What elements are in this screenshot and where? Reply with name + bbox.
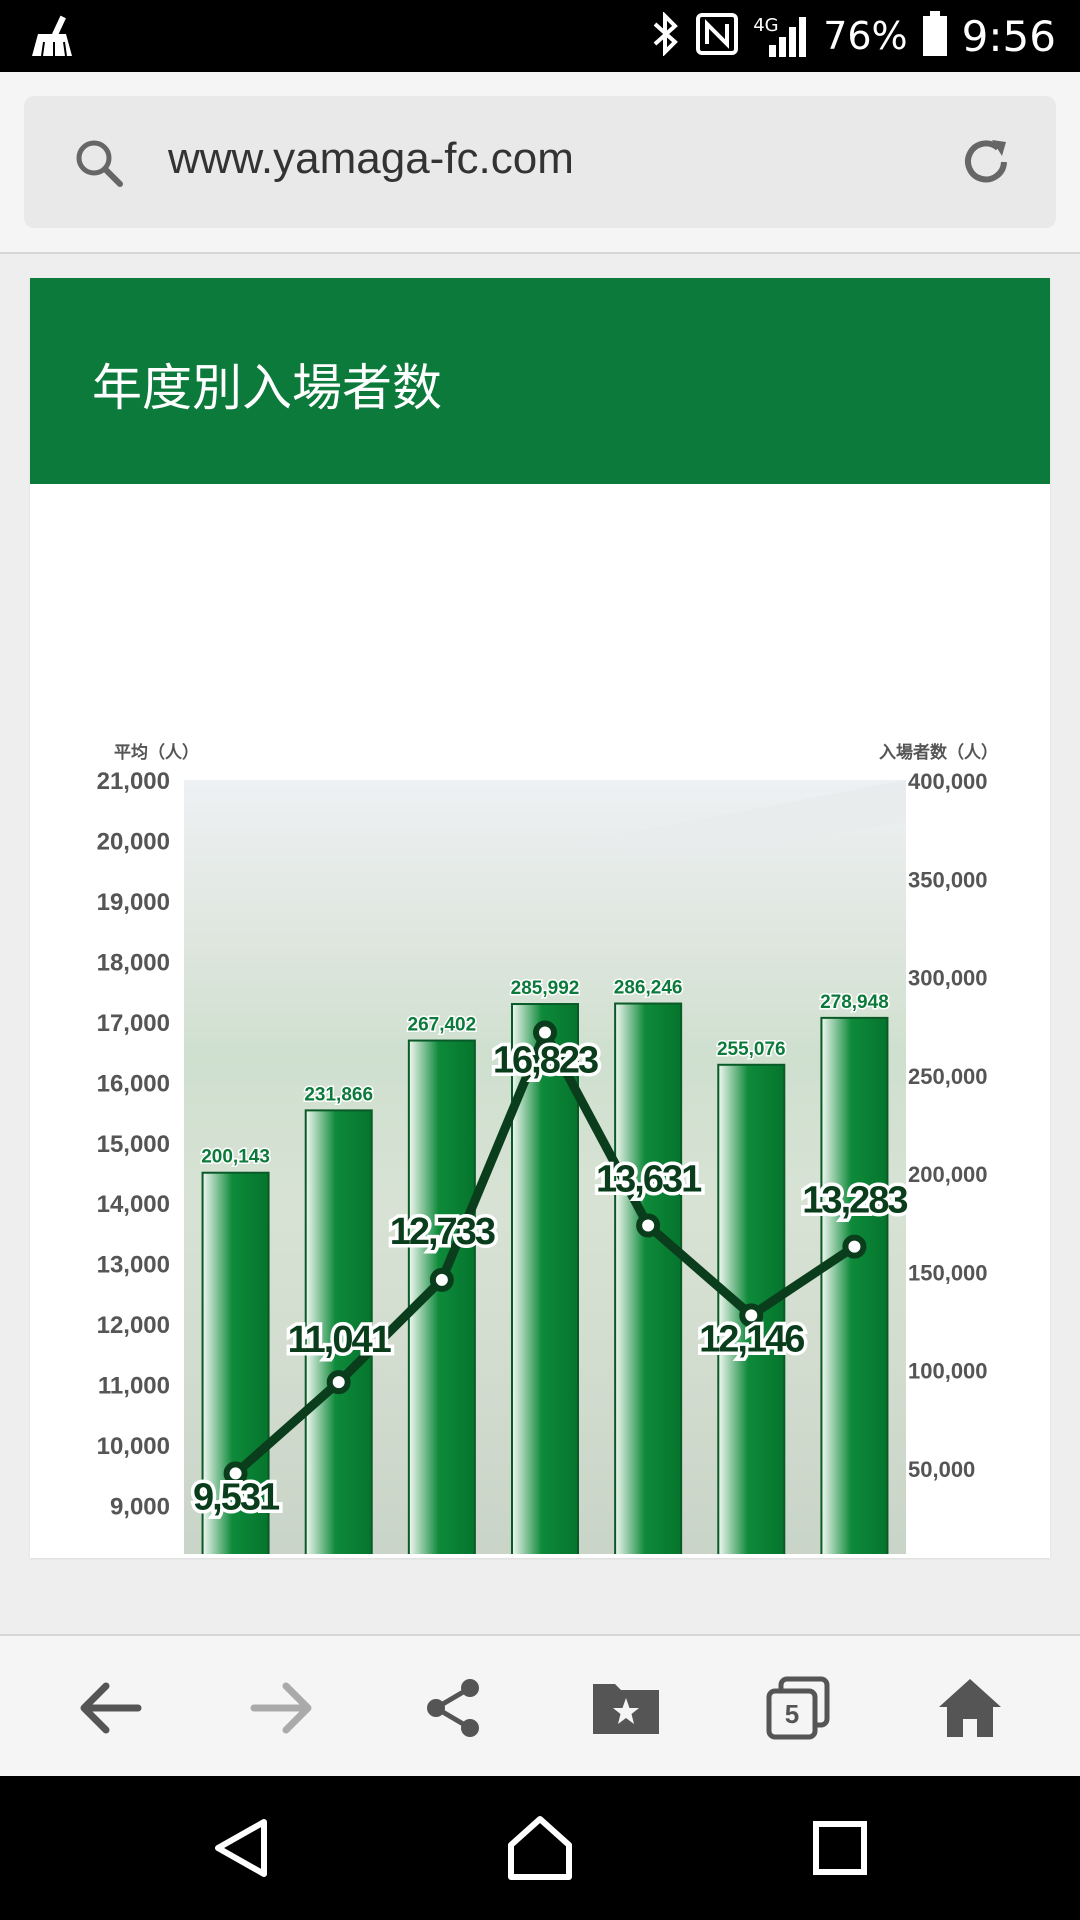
bar-value-label: 267,402 — [408, 1015, 477, 1036]
line-point — [326, 1370, 351, 1395]
right-axis-label: 入場者数（人） — [879, 742, 998, 763]
bottom-toolbar: 5 — [0, 1634, 1080, 1778]
line-point — [223, 1461, 248, 1486]
left-tick-label: 17,000 — [97, 1010, 170, 1037]
bar — [820, 1016, 889, 1554]
left-tick-label: 21,000 — [97, 768, 170, 795]
clock: 9:56 — [961, 11, 1056, 61]
system-nav-bar — [0, 1776, 1080, 1920]
right-tick-label: 50,000 — [908, 1457, 975, 1482]
line-value-label: 12,146 — [699, 1318, 804, 1360]
line-point — [533, 1020, 557, 1045]
nfc-icon — [695, 12, 739, 61]
left-tick-label: 11,000 — [98, 1373, 170, 1400]
bar-value-label: 286,246 — [614, 978, 683, 999]
right-tick-label: 200,000 — [908, 1162, 988, 1187]
line-point — [739, 1303, 764, 1328]
broom-icon — [26, 12, 78, 65]
home-icon[interactable] — [930, 1672, 1010, 1744]
bar — [201, 1171, 270, 1554]
browser-toolbar: www.yamaga-fc.com — [0, 72, 1080, 254]
status-bar: 4G 76% 9:56 — [0, 0, 1080, 72]
bar-value-label: 285,992 — [511, 978, 580, 999]
line-value-label: 12,733 — [390, 1211, 495, 1253]
line-value-label: 13,283 — [802, 1180, 907, 1222]
left-tick-label: 15,000 — [97, 1131, 170, 1158]
right-tick-label: 350,000 — [908, 867, 988, 892]
attendance-card: 年度別入場者数 平均（人） 入場者数（人） 21,000 20,000 19,000 18… — [30, 278, 1050, 1558]
right-tick-label: 150,000 — [908, 1260, 988, 1285]
bar — [614, 1002, 683, 1554]
line-point — [429, 1267, 454, 1292]
left-tick-label: 20,000 — [97, 828, 170, 855]
bar-value-label: 231,866 — [304, 1084, 373, 1105]
reload-icon[interactable] — [958, 134, 1014, 195]
left-tick-label: 10,000 — [97, 1433, 170, 1460]
bar-value-label: 200,143 — [201, 1147, 270, 1168]
signal-icon: 4G — [753, 11, 809, 61]
right-tick-label: 100,000 — [908, 1359, 988, 1384]
left-tick-label: 13,000 — [97, 1252, 170, 1279]
back-triangle-icon[interactable] — [200, 1808, 280, 1888]
left-tick-label: 16,000 — [97, 1070, 170, 1097]
url-text[interactable]: www.yamaga-fc.com — [168, 134, 574, 183]
line-value-label: 11,041 — [288, 1319, 392, 1361]
home-circle-icon[interactable] — [500, 1808, 580, 1888]
left-axis-label: 平均（人） — [114, 742, 199, 763]
right-tick-label: 250,000 — [908, 1064, 988, 1089]
right-tick-label: 400,000 — [908, 769, 988, 794]
bar-value-label: 255,076 — [717, 1039, 786, 1060]
forward-arrow-icon[interactable] — [242, 1672, 322, 1744]
line-point — [636, 1213, 661, 1238]
line-point — [842, 1234, 867, 1259]
stadium-roof-shape — [570, 780, 906, 860]
attendance-chart: 平均（人） 入場者数（人） 21,000 20,000 19,000 18,000 17,0… — [97, 742, 998, 1554]
tabs-icon[interactable]: 5 — [758, 1672, 838, 1744]
left-tick-label: 14,000 — [97, 1191, 170, 1218]
line-value-label: 9,531 — [193, 1476, 280, 1518]
left-tick-label: 19,000 — [97, 889, 170, 916]
right-tick-label: 300,000 — [908, 966, 988, 991]
battery-icon — [922, 10, 948, 62]
bar — [304, 1109, 373, 1554]
line-value-label: 16,823 — [493, 1040, 598, 1082]
bar-value-label: 278,948 — [820, 992, 889, 1013]
left-tick-label: 12,000 — [97, 1312, 170, 1339]
network-type: 4G — [753, 15, 779, 36]
back-arrow-icon[interactable] — [70, 1672, 150, 1744]
bookmarks-icon[interactable] — [586, 1672, 666, 1744]
section-title: 年度別入場者数 — [92, 359, 442, 417]
url-bar[interactable]: www.yamaga-fc.com — [24, 96, 1056, 228]
line-value-label: 13,631 — [596, 1159, 702, 1201]
recents-square-icon[interactable] — [800, 1808, 880, 1888]
battery-percent: 76% — [823, 14, 908, 58]
search-icon[interactable] — [72, 136, 126, 195]
left-tick-label: 18,000 — [97, 949, 170, 976]
share-icon[interactable] — [414, 1672, 494, 1744]
tabs-count: 5 — [785, 1699, 799, 1729]
bluetooth-icon — [651, 10, 681, 61]
left-tick-label: 9,000 — [110, 1494, 170, 1521]
section-header: 年度別入場者数 — [30, 278, 1050, 484]
